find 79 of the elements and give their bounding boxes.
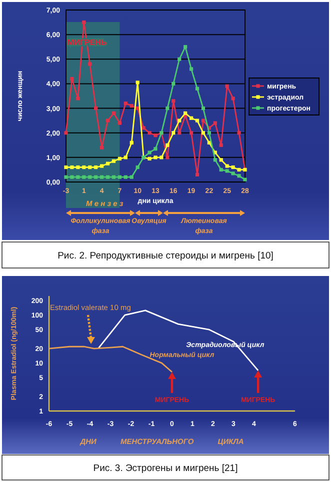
point [231,172,235,176]
point [88,62,92,66]
point [231,96,235,100]
point [166,106,170,110]
point [201,131,206,135]
point [166,156,170,160]
point [106,175,110,179]
point [94,175,98,179]
point [207,131,211,135]
point [130,175,134,179]
point [124,102,128,106]
point [225,164,229,168]
point [70,175,74,179]
point [124,156,128,160]
point [106,118,110,122]
point [112,159,116,163]
point [70,77,74,81]
point [148,156,152,160]
point [231,165,235,170]
point [213,121,217,125]
point [190,116,194,120]
point [100,175,104,179]
point [88,175,92,179]
point [94,106,98,110]
point [136,80,140,84]
text: Рис. 2. Репродуктивные стероиды и мигрень [10] [58,250,274,262]
point [100,164,104,168]
point [154,134,158,138]
point [243,178,247,182]
point [225,169,229,173]
point [118,156,122,160]
text: Рис. 3. Эстрогены и мигрень [21] [93,463,238,474]
point [201,118,206,122]
point [178,57,182,61]
point [219,143,223,147]
point [154,147,158,151]
point [118,121,122,125]
point [64,175,68,179]
point [219,158,223,162]
point [76,96,80,100]
point [201,106,206,110]
point [190,131,194,135]
point [130,104,134,108]
point [237,168,241,172]
point [195,86,200,90]
point [136,165,140,170]
point [190,67,194,71]
point [166,143,170,147]
point [178,131,182,135]
point [184,111,188,115]
point [64,131,68,135]
point [106,162,110,166]
point [130,140,134,144]
point [124,175,128,179]
point [94,165,98,170]
point [195,118,200,122]
point [225,84,229,88]
point [148,150,152,154]
point [237,174,241,178]
point [172,99,176,103]
point [148,131,152,135]
point [154,156,158,160]
point [76,175,80,179]
point [172,131,176,135]
point [237,131,241,135]
point [118,175,122,179]
point [112,175,116,179]
point [112,111,116,115]
point [184,45,188,49]
point [100,146,104,150]
point [64,165,68,170]
point [195,172,200,176]
point [82,20,86,24]
point [213,158,217,162]
point [172,82,176,86]
point [219,168,223,172]
point [178,118,182,122]
point [82,175,86,179]
point [160,156,164,160]
